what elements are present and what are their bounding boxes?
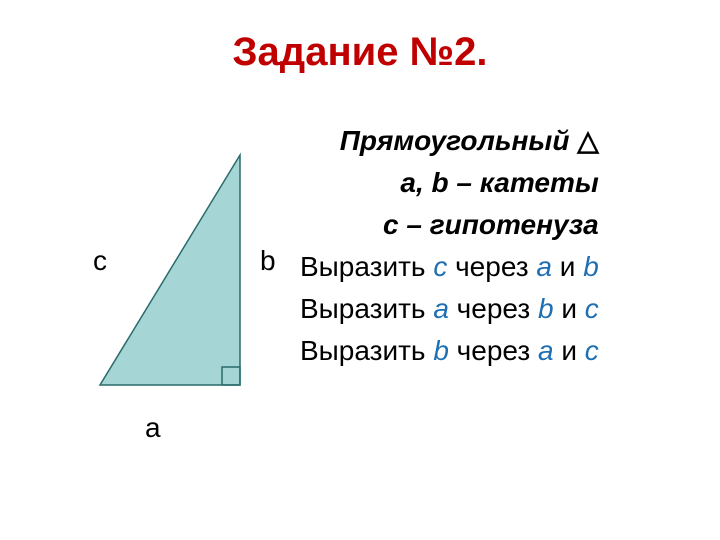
l6-var-a: a [538,335,554,366]
text-block: Прямоугольный △ a, b – катеты с – гипоте… [300,115,599,475]
l5-pre: Выразить [300,293,433,324]
label-b: b [260,245,276,277]
line-5: Выразить a через b и c [300,288,599,330]
triangle-diagram: c b a [0,115,300,475]
l6-mid: через [449,335,538,366]
l5-mid: через [449,293,538,324]
line-6: Выразить b через a и c [300,330,599,372]
triangle-symbol-icon: △ [577,125,599,156]
l4-and: и [552,251,583,282]
line-3: с – гипотенуза [300,204,599,246]
label-a: a [145,412,161,444]
l4-var-b: b [583,251,599,282]
l5-var-b: b [538,293,554,324]
l4-mid: через [447,251,536,282]
l5-var-c: c [585,293,599,324]
line-2: a, b – катеты [300,162,599,204]
l6-var-c: c [585,335,599,366]
l4-pre: Выразить [300,251,433,282]
triangle-svg [80,135,280,415]
page-title: Задание №2. [0,0,720,75]
l6-var-b: b [433,335,449,366]
triangle-shape [100,155,240,385]
l5-var-a: a [433,293,449,324]
label-c: c [93,245,107,277]
l4-var-a: a [536,251,552,282]
line-4: Выразить с через a и b [300,246,599,288]
line-1-text: Прямоугольный [340,125,578,156]
line-1: Прямоугольный △ [300,120,599,162]
content-row: c b a Прямоугольный △ a, b – катеты с – … [0,115,720,475]
l6-and: и [554,335,585,366]
l4-var-c: с [433,251,447,282]
l6-pre: Выразить [300,335,433,366]
l5-and: и [554,293,585,324]
